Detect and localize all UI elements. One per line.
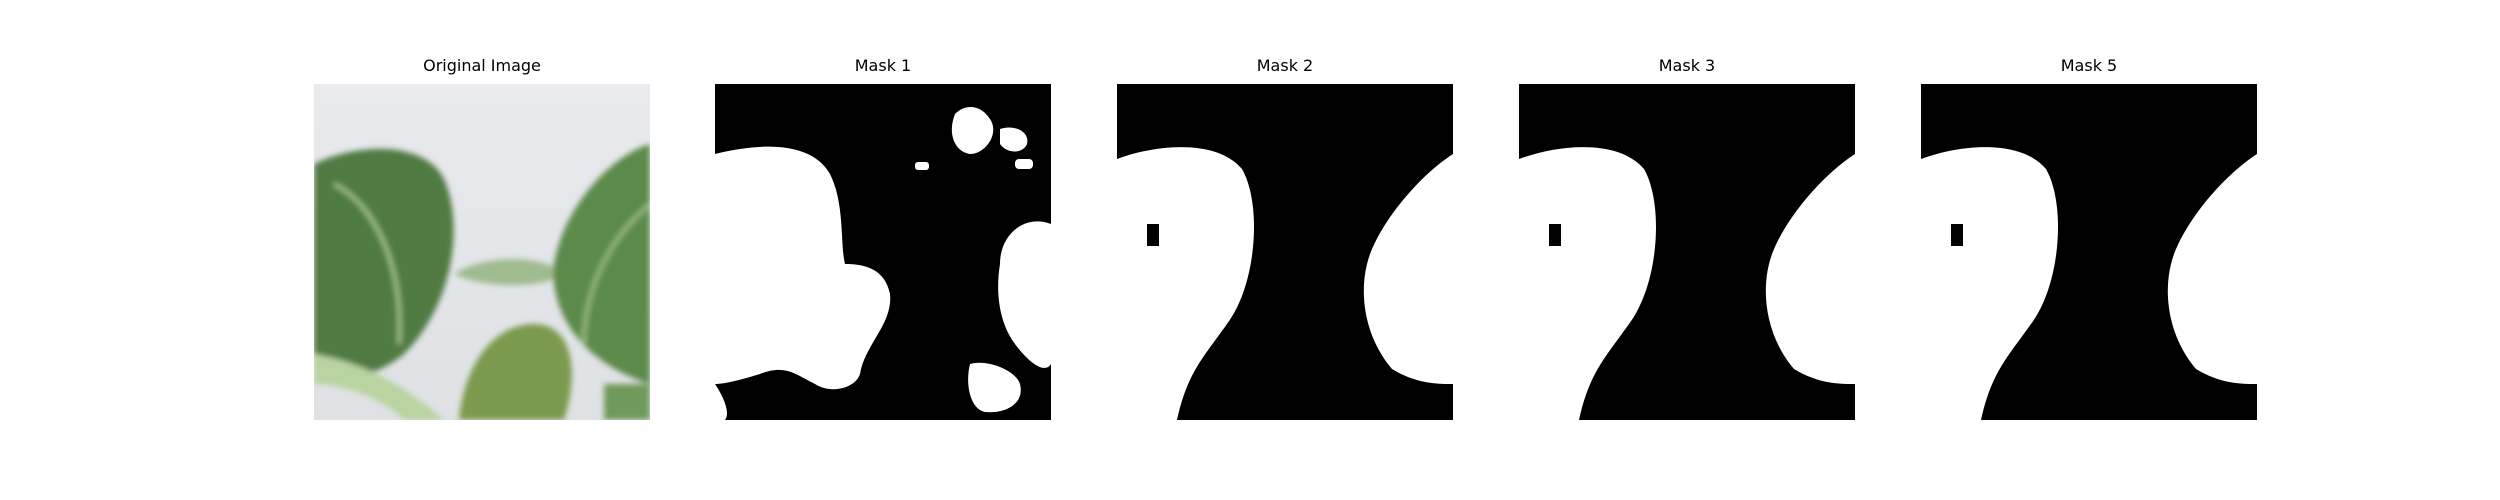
mask-2-image — [1117, 84, 1453, 420]
panel-title: Mask 5 — [2060, 56, 2118, 75]
panel-title: Mask 1 — [854, 56, 912, 75]
original-image — [314, 84, 650, 420]
mask-1-image — [715, 84, 1051, 420]
mask-5-image — [1921, 84, 2257, 420]
mask-3-image — [1519, 84, 1855, 420]
panel-title: Mask 3 — [1658, 56, 1716, 75]
panel-title: Mask 2 — [1256, 56, 1314, 75]
panel-title: Original Image — [423, 56, 541, 75]
